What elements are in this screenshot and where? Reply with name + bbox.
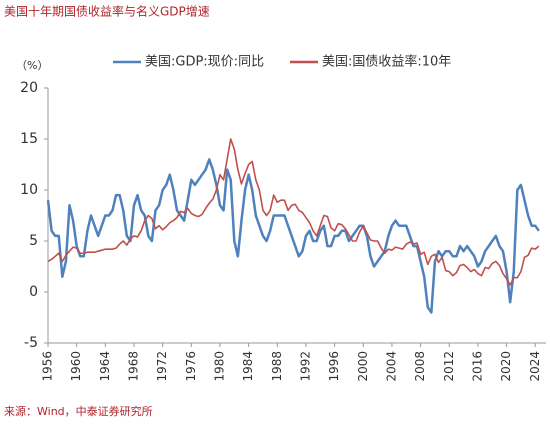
y-tick-label: 20: [20, 80, 38, 96]
x-tick-label: 1968: [126, 351, 140, 382]
y-tick-label: -5: [24, 335, 38, 351]
x-tick-label: 1972: [155, 351, 169, 382]
x-tick-label: 1984: [241, 351, 255, 382]
x-tick-label: 2016: [470, 351, 484, 382]
x-tick-label: 1992: [298, 351, 312, 382]
x-tick-label: 1964: [98, 351, 112, 382]
y-tick-label: 5: [29, 233, 38, 249]
y-tick-label: 0: [29, 284, 38, 300]
x-tick-label: 2020: [499, 351, 513, 382]
x-tick-label: 2000: [356, 351, 370, 382]
x-tick-label: 1996: [327, 351, 341, 382]
x-tick-label: 2024: [528, 351, 542, 382]
legend-label: 美国:GDP:现价:同比: [145, 55, 264, 70]
x-tick-label: 1960: [69, 351, 83, 382]
x-tick-label: 1988: [270, 351, 284, 382]
y-tick-label: 10: [20, 182, 38, 198]
x-tick-label: 1956: [41, 351, 55, 382]
chart-title: 美国十年期国债收益率与名义GDP增速: [4, 4, 210, 19]
x-tick-label: 2012: [442, 351, 456, 382]
x-tick-label: 2008: [413, 351, 427, 382]
legend-label: 美国:国债收益率:10年: [322, 54, 451, 70]
source-note: 来源：Wind，中泰证券研究所: [4, 404, 153, 418]
series-line: [46, 158, 540, 314]
x-tick-label: 1980: [212, 351, 226, 382]
x-tick-label: 2004: [384, 351, 398, 382]
series-line: [47, 138, 540, 286]
y-axis-label: （%）: [16, 59, 48, 72]
y-tick-label: 15: [20, 131, 38, 147]
x-tick-label: 1976: [184, 351, 198, 382]
